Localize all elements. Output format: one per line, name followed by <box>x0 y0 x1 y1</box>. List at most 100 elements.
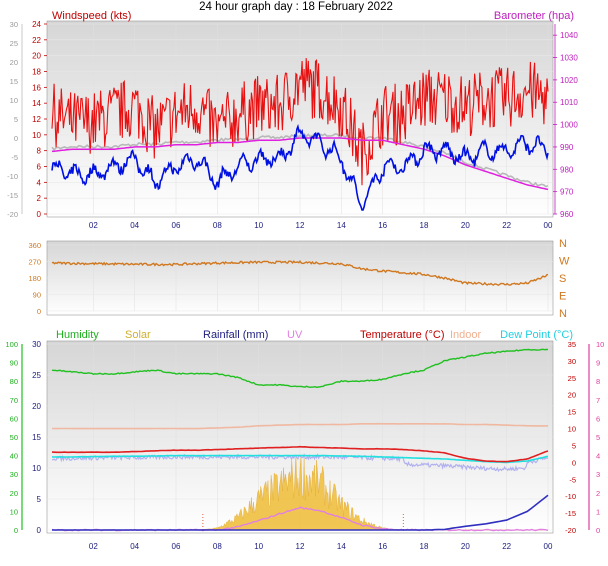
humidity-tick-label: 10 <box>10 507 18 516</box>
outer-tick-label: 20 <box>10 58 18 67</box>
legend-uv: UV <box>287 329 303 341</box>
temperature-line <box>51 445 549 463</box>
compass-tick-label: S <box>559 273 566 285</box>
uv-tick-label: 10 <box>596 340 604 349</box>
x-tick-label: 22 <box>502 542 511 551</box>
compass-tick-label: E <box>559 291 566 303</box>
outer-tick-label: -20 <box>7 210 18 219</box>
wind-barometer-panel: Windspeed (kts) Barometer (hpa) 24222018… <box>7 10 578 230</box>
temperature-tick-label: -15 <box>565 509 576 518</box>
x-tick-label: 14 <box>337 542 346 551</box>
legend-solar: Solar <box>125 329 151 341</box>
temperature-tick-label: 10 <box>568 425 576 434</box>
barometer-tick-label: 1020 <box>560 76 578 85</box>
humidity-tick-label: 60 <box>10 414 18 423</box>
humidity-line <box>51 348 548 389</box>
temperature-tick-label: 0 <box>572 458 576 467</box>
page-title: 24 hour graph day : 18 February 2022 <box>199 1 393 13</box>
wind-tick-label: 20 <box>32 52 41 61</box>
humidity-tick-label: 20 <box>10 489 18 498</box>
dewpoint-line <box>51 454 549 464</box>
indoor-line <box>51 422 549 430</box>
x-tick-label: 00 <box>544 221 553 230</box>
x-tick-label: 20 <box>461 221 470 230</box>
compass-tick-label: W <box>559 256 570 268</box>
humidity-tick-label: 90 <box>10 359 18 368</box>
x-tick-label: 06 <box>172 221 181 230</box>
wind-tick-label: 12 <box>32 115 41 124</box>
temperature-tick-label: 25 <box>568 374 576 383</box>
direction-tick-label: 90 <box>33 291 41 300</box>
uv-tick-label: 1 <box>596 507 600 516</box>
legend-dewpoint: Dew Point (°C) <box>500 329 573 341</box>
outer-tick-label: 10 <box>10 96 18 105</box>
uv-tick-label: 2 <box>596 489 600 498</box>
x-tick-label: 12 <box>296 542 305 551</box>
x-tick-label: 04 <box>130 221 139 230</box>
x-tick-label: 08 <box>213 221 222 230</box>
temperature-tick-label: -5 <box>569 475 576 484</box>
wind-tick-label: 22 <box>32 36 41 45</box>
barometer-tick-label: 1030 <box>560 54 578 63</box>
outer-tick-label: 0 <box>14 134 18 143</box>
humidity-tick-label: 40 <box>10 452 18 461</box>
wind-gridlines <box>47 23 553 215</box>
wind-tick-label: 2 <box>37 194 42 203</box>
temp-axis-ticks: 3025201510501009080706050403020100353025… <box>5 340 604 551</box>
rain-tick-label: 20 <box>32 402 41 411</box>
uv-tick-label: 8 <box>596 377 600 386</box>
outer-tick-label: 5 <box>14 115 18 124</box>
rain-tick-label: 5 <box>37 495 42 504</box>
direction-series <box>51 260 549 287</box>
temperature-tick-label: -10 <box>565 492 576 501</box>
temp-series <box>51 348 549 532</box>
wind-gust-line <box>51 58 549 186</box>
x-tick-label: 08 <box>213 542 222 551</box>
humidity-tick-label: 70 <box>10 396 18 405</box>
wind-tick-label: 14 <box>32 99 41 108</box>
wind-tick-label: 16 <box>32 83 41 92</box>
x-tick-label: 18 <box>420 542 429 551</box>
x-tick-label: 04 <box>130 542 139 551</box>
x-tick-label: 20 <box>461 542 470 551</box>
x-tick-label: 02 <box>89 221 98 230</box>
x-tick-label: 10 <box>254 221 263 230</box>
x-tick-label: 22 <box>502 221 511 230</box>
rainfall-line <box>52 494 549 531</box>
compass-tick-label: N <box>559 238 567 250</box>
barometer-tick-label: 1000 <box>560 121 578 130</box>
temperature-tick-label: 15 <box>568 408 576 417</box>
legend-indoor: Indoor <box>450 329 482 341</box>
barometer-line <box>51 137 549 191</box>
barometer-raw-line <box>51 132 549 188</box>
rain-tick-label: 30 <box>32 340 41 349</box>
rain-tick-label: 10 <box>32 464 41 473</box>
x-tick-label: 18 <box>420 221 429 230</box>
wind-average-line <box>51 123 549 211</box>
direction-tick-label: 180 <box>28 274 41 283</box>
uv-tick-label: 3 <box>596 470 600 479</box>
x-tick-label: 14 <box>337 221 346 230</box>
wind-tick-label: 10 <box>32 131 41 140</box>
x-tick-label: 16 <box>378 542 387 551</box>
x-tick-label: 10 <box>254 542 263 551</box>
legend-rainfall: Rainfall (mm) <box>203 329 268 341</box>
rain-tick-label: 15 <box>32 433 41 442</box>
temperature-tick-label: 30 <box>568 357 576 366</box>
x-tick-label: 06 <box>172 542 181 551</box>
wind-axis-ticks: 242220181614121086420302520151050-5-10-1… <box>7 20 578 230</box>
legend-temperature: Temperature (°C) <box>360 329 444 341</box>
barometer-tick-label: 990 <box>560 143 574 152</box>
uv-tick-label: 6 <box>596 414 600 423</box>
outer-tick-label: -10 <box>7 172 18 181</box>
wind-tick-label: 4 <box>37 178 42 187</box>
barometer-tick-label: 1010 <box>560 98 578 107</box>
outer-tick-label: 15 <box>10 77 18 86</box>
x-tick-label: 12 <box>296 221 305 230</box>
outer-tick-label: 30 <box>10 20 18 29</box>
temperature-humidity-panel: Humidity Solar Rainfall (mm) UV Temperat… <box>5 329 604 551</box>
outer-tick-label: -5 <box>11 153 18 162</box>
